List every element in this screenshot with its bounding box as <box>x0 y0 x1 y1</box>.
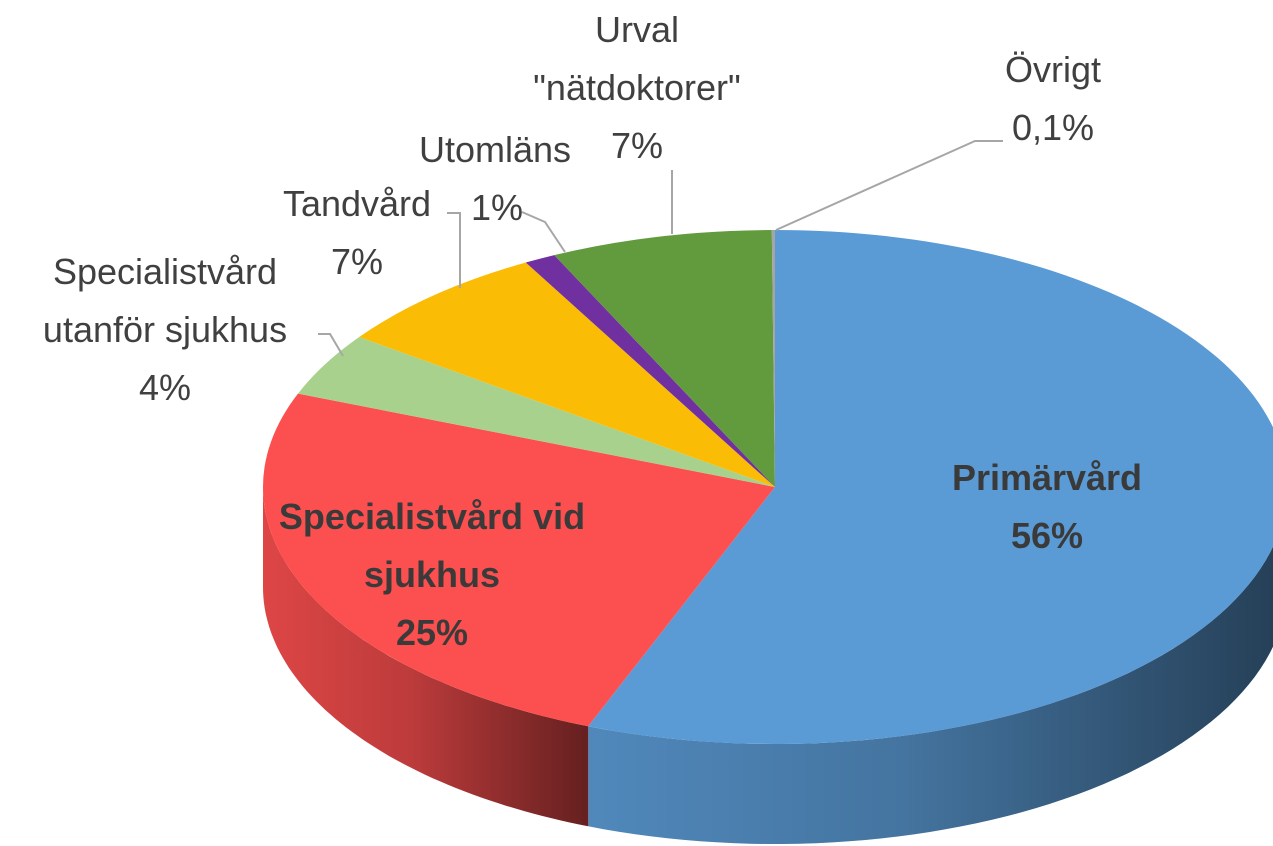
slice-label: Urval "nätdoktorer" 7% <box>497 1 777 175</box>
slice-side-shade <box>588 546 1273 844</box>
category-name: Specialistvård vid sjukhus <box>278 496 586 595</box>
slice-side-shade <box>263 487 589 827</box>
value-label: 56% <box>1010 515 1084 556</box>
leader-line <box>447 212 461 288</box>
slice <box>525 255 775 487</box>
category-name: Primärvård <box>951 457 1143 498</box>
slice <box>554 230 775 487</box>
value-label: 25% <box>395 612 469 653</box>
value-label: 7% <box>610 125 664 166</box>
category-name: Specialistvård utanför sjukhus <box>42 251 288 350</box>
leader-line <box>521 211 566 253</box>
slice <box>262 393 775 727</box>
slice <box>359 262 775 487</box>
category-name: Utomläns <box>418 129 572 170</box>
slice <box>298 337 775 487</box>
slice <box>771 230 775 487</box>
slice-label: Övrigt 0,1% <box>953 41 1153 157</box>
value-label: 1% <box>470 187 524 228</box>
slice-label: Specialistvård utanför sjukhus 4% <box>0 243 330 417</box>
value-label: 7% <box>330 241 384 282</box>
leader-line <box>775 140 1003 231</box>
value-label: 4% <box>138 367 192 408</box>
slice <box>588 230 1273 744</box>
value-label: 0,1% <box>1011 107 1095 148</box>
slice-label: Tandvård 7% <box>257 175 457 291</box>
leader-line <box>318 333 344 357</box>
slice-label: Specialistvård vid sjukhus 25% <box>272 488 592 662</box>
category-name: Övrigt <box>1004 49 1101 90</box>
slice-label: Primärvård 56% <box>897 449 1197 565</box>
slice-label: Utomläns 1% <box>385 121 605 237</box>
category-name: Urval "nätdoktorer" <box>533 9 741 108</box>
category-name: Tandvård <box>282 183 432 224</box>
